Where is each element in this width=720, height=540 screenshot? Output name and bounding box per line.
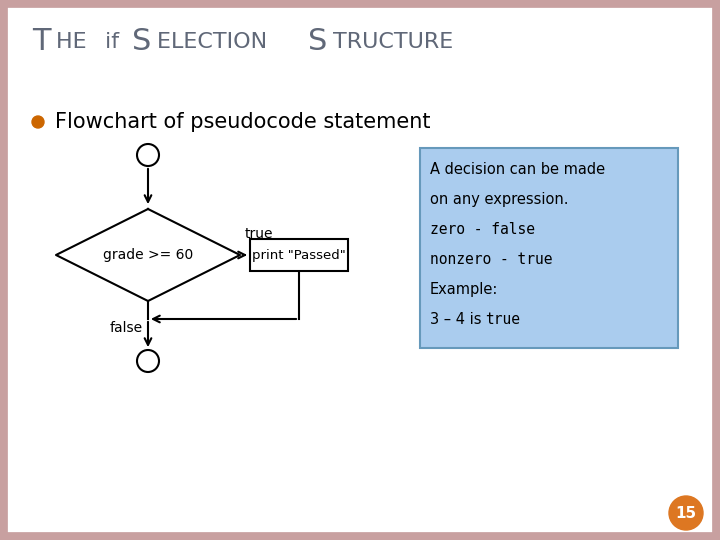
- Text: S: S: [132, 28, 151, 57]
- Text: Example:: Example:: [430, 282, 498, 297]
- Text: nonzero - true: nonzero - true: [430, 252, 552, 267]
- Circle shape: [669, 496, 703, 530]
- Circle shape: [32, 116, 44, 128]
- Text: TRUCTURE: TRUCTURE: [333, 32, 454, 52]
- FancyBboxPatch shape: [250, 239, 348, 271]
- Text: A decision can be made: A decision can be made: [430, 162, 605, 177]
- FancyBboxPatch shape: [3, 3, 717, 537]
- Text: 15: 15: [675, 505, 696, 521]
- Text: S: S: [308, 28, 328, 57]
- Text: false: false: [110, 321, 143, 335]
- Text: print "Passed": print "Passed": [252, 248, 346, 261]
- FancyBboxPatch shape: [420, 148, 678, 348]
- Text: 3 – 4 is: 3 – 4 is: [430, 312, 486, 327]
- Text: true: true: [485, 312, 520, 327]
- Text: Flowchart of pseudocode statement: Flowchart of pseudocode statement: [55, 112, 431, 132]
- Text: if: if: [104, 32, 126, 52]
- Text: on any expression.: on any expression.: [430, 192, 569, 207]
- Text: HE: HE: [56, 32, 94, 52]
- Text: true: true: [245, 227, 274, 241]
- Text: grade >= 60: grade >= 60: [103, 248, 193, 262]
- Text: zero - false: zero - false: [430, 222, 535, 237]
- Text: ELECTION: ELECTION: [157, 32, 274, 52]
- Text: T: T: [32, 28, 50, 57]
